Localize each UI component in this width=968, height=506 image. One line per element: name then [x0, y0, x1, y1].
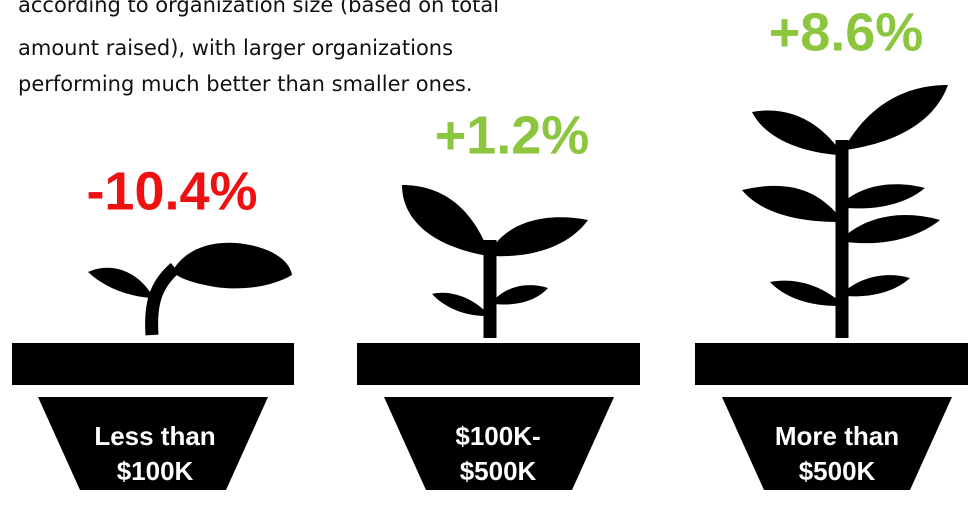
sprout-small	[88, 242, 292, 336]
percent-change: +1.2%	[435, 105, 590, 165]
pot	[12, 343, 294, 490]
pot-label: $100K-	[455, 421, 540, 451]
pot	[695, 343, 968, 490]
percent-change: -10.4%	[86, 161, 257, 221]
pot-label: $500K	[799, 456, 876, 486]
sprout-medium	[402, 185, 588, 338]
intro-line: performing much better than smaller ones…	[18, 72, 473, 96]
pot-label: $100K	[117, 456, 194, 486]
pot-label: More than	[775, 421, 899, 451]
percent-change: +8.6%	[769, 2, 924, 62]
pot-label: $500K	[460, 456, 537, 486]
intro-line: amount raised), with larger organization…	[18, 36, 453, 60]
intro-line: according to organization size (based on…	[18, 0, 499, 17]
sprout-large	[742, 85, 948, 338]
pot-label: Less than	[94, 421, 215, 451]
pot	[357, 343, 640, 490]
